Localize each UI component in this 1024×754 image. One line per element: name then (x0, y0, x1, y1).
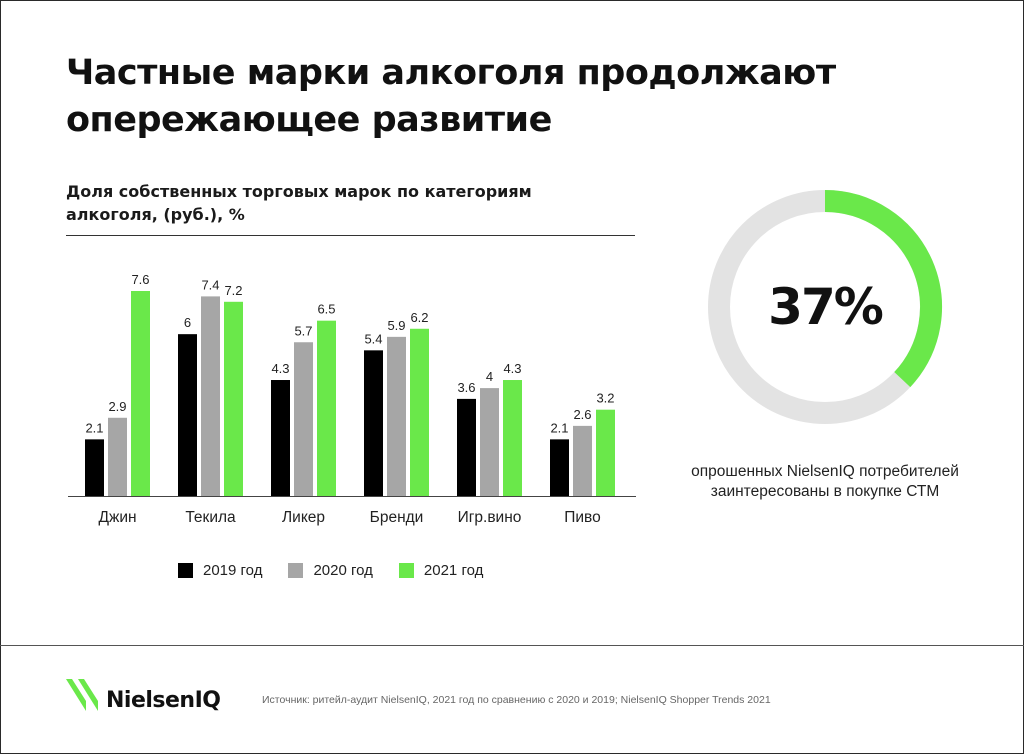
bar (85, 439, 104, 496)
legend-item-2019: 2019 год (178, 562, 262, 579)
page-title: Частные марки алкоголя продолжают опереж… (66, 53, 836, 140)
stat-caption: опрошенных NielsenIQ потребителей заинте… (691, 463, 959, 500)
data-label: 2.1 (550, 420, 568, 435)
data-label: 5.4 (364, 331, 382, 346)
x-tick-label: Джин (98, 509, 136, 526)
data-label: 7.4 (201, 277, 219, 292)
data-label: 2.9 (108, 399, 126, 414)
data-label: 3.2 (596, 391, 614, 406)
bar (131, 291, 150, 496)
nielseniq-logo-icon (66, 678, 98, 711)
bar (457, 398, 476, 496)
bar-chart: 2.1 2.9 7.6 Джин 6 7.4 7.2 Текила 4.3 5.7 6.5 Ликер… (68, 272, 636, 526)
bar (503, 380, 522, 496)
bar (596, 409, 615, 496)
nielseniq-logo: NielsenIQ (66, 676, 221, 713)
x-tick-label: Ликер (282, 509, 325, 526)
footer-divider (0, 645, 1024, 646)
legend-label-2020: 2020 год (313, 562, 373, 579)
data-label: 5.9 (387, 318, 405, 333)
data-label: 2.6 (573, 407, 591, 422)
data-label: 5.7 (294, 323, 312, 338)
x-tick-label: Текила (185, 509, 236, 526)
donut-ring (708, 190, 942, 424)
bar (108, 417, 127, 496)
bar (178, 334, 197, 496)
bar (364, 350, 383, 496)
data-label: 3.6 (457, 380, 475, 395)
legend-swatch-2019 (178, 563, 193, 578)
x-tick-label: Пиво (564, 509, 600, 526)
legend-label-2019: 2019 год (203, 562, 263, 579)
bar (387, 336, 406, 496)
x-tick-label: Игр.вино (458, 509, 522, 526)
stat-value: 37% (768, 278, 884, 336)
legend-label-2021: 2021 год (423, 562, 484, 579)
data-label: 2.1 (85, 420, 103, 435)
logo-text: NielsenIQ (106, 688, 221, 713)
chart-legend: 2019 год 2020 год 2021 год (178, 562, 483, 579)
data-label: 4.3 (503, 361, 521, 376)
data-label: 7.6 (131, 272, 149, 287)
data-label: 4 (486, 369, 493, 384)
chart-title: Доля собственных торговых марок по катег… (66, 182, 532, 224)
bar (224, 301, 243, 496)
legend-swatch-2021 (398, 563, 414, 578)
bar (201, 296, 220, 496)
title-divider (66, 235, 635, 236)
bar (271, 380, 290, 496)
legend-item-2021: 2021 год (398, 562, 484, 579)
legend-item-2020: 2020 год (288, 562, 373, 579)
donut-progress-arc (824, 190, 942, 388)
bar (317, 320, 336, 496)
stat-donut: 37% (706, 188, 944, 426)
bar (550, 439, 569, 496)
x-tick-label: Бренди (370, 509, 424, 526)
data-label: 7.2 (224, 283, 242, 298)
source-note: Источник: ритейл-аудит NielsenIQ, 2021 г… (262, 694, 771, 706)
data-label: 4.3 (271, 361, 289, 376)
data-label: 6.2 (410, 310, 428, 325)
bar (480, 388, 499, 496)
bar (410, 328, 429, 496)
data-label: 6 (184, 315, 191, 330)
data-label: 6.5 (317, 302, 335, 317)
bar (294, 342, 313, 496)
legend-swatch-2020 (288, 563, 304, 578)
bar (573, 425, 592, 496)
